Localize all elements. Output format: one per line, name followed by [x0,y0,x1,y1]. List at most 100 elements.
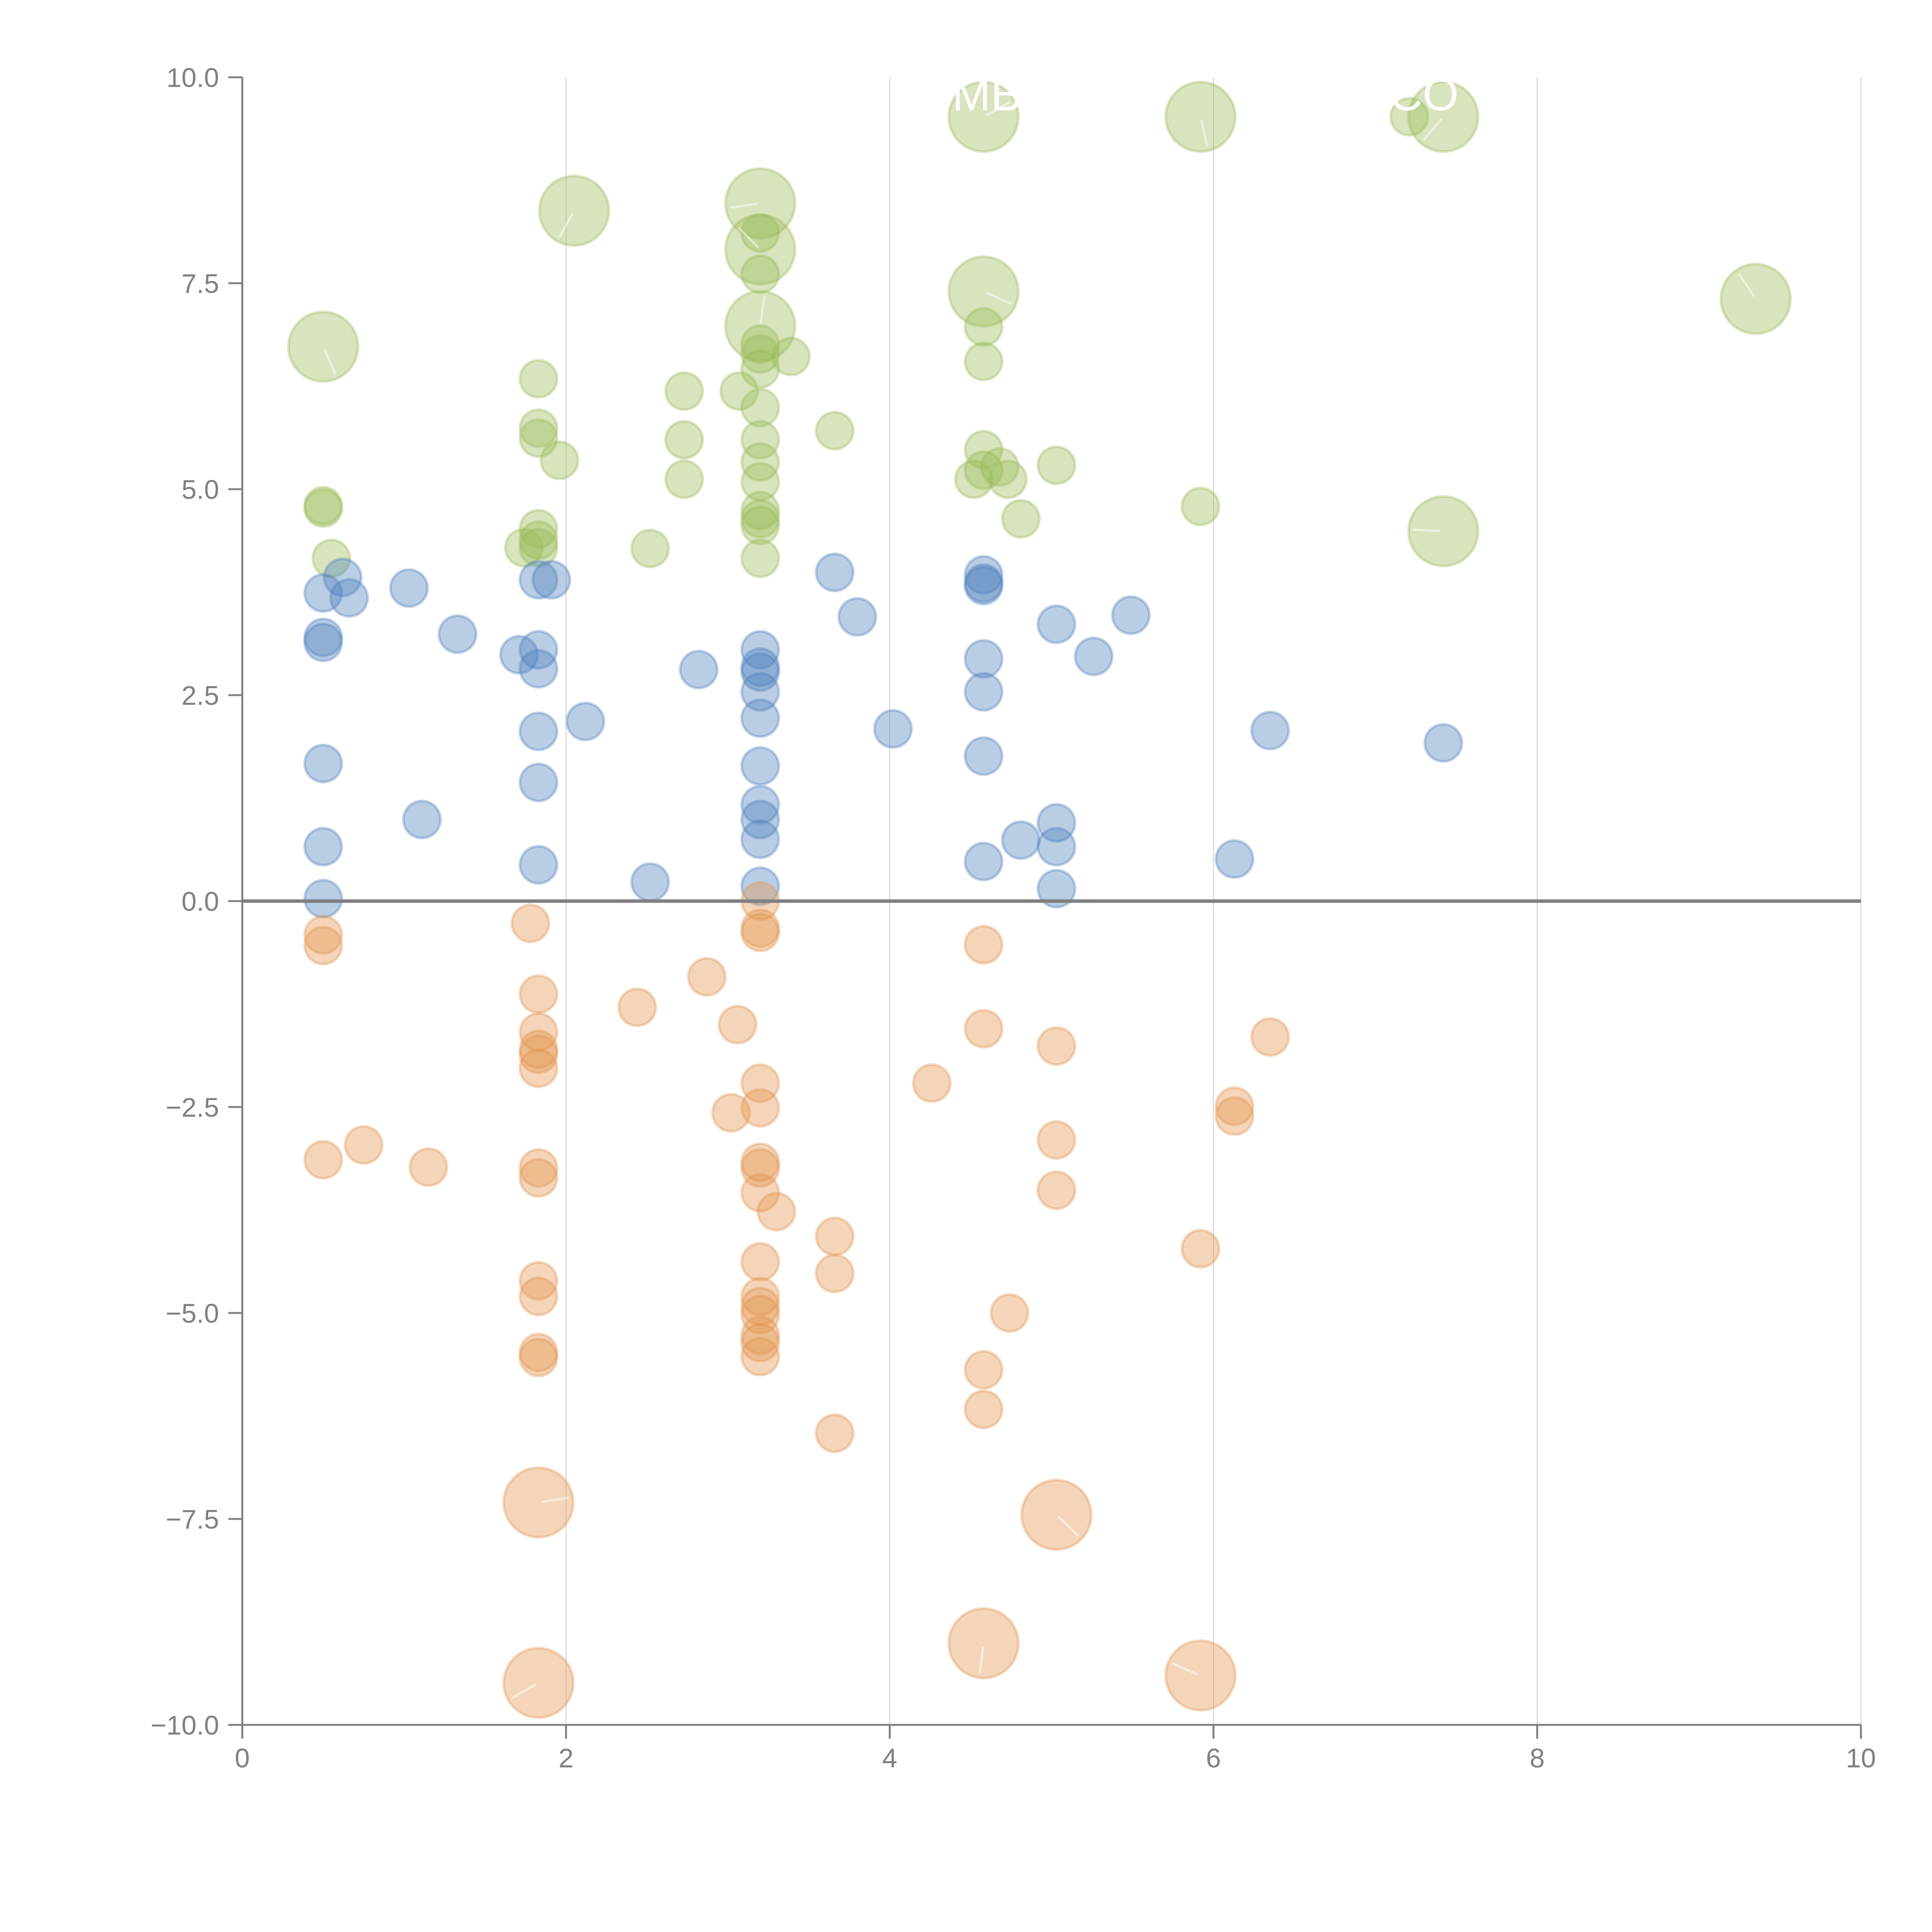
overlay-labels: MB CO [952,68,1459,120]
bubble-green [1389,97,1429,137]
y-tick-label: 2.5 [182,680,219,711]
bubble-blue [303,617,343,658]
bubble-orange [1180,1229,1221,1269]
bubble-green [664,459,704,499]
bubble-green [519,408,559,448]
bubble-green [1001,499,1041,539]
bubble-orange [964,1009,1004,1049]
bubble-green [964,430,1004,470]
bubble-orange [519,1261,559,1301]
bubble-blue [740,698,780,738]
bubble-highlight-mark [1412,528,1441,532]
bubble-green [771,337,811,377]
bubble-green [740,499,780,539]
bubble-orange [740,1242,780,1282]
bubble-blue [519,630,559,670]
bubble-orange [344,1125,384,1165]
bubble-orange [815,1413,855,1453]
bubble-orange [815,1253,855,1294]
bubble-blue [740,866,780,906]
bubble-green [724,290,796,362]
bubble-green [311,538,351,578]
bubble-green [539,440,580,480]
bubble-orange [815,1216,855,1257]
bubble-orange [740,908,780,948]
bubble-orange [519,974,559,1014]
bubble-blue [740,785,780,825]
bubble-green [519,520,559,560]
bubble-green [740,462,780,502]
bubble-orange [303,915,343,955]
bubble-green [964,307,1004,347]
bubble-blue [303,879,343,919]
bubble-blue [531,560,571,600]
bubble-green [303,488,343,528]
bubble-blue [565,701,605,742]
bubble-highlight-mark [1738,273,1755,297]
bubble-blue [519,845,559,885]
bubble-green [1164,80,1237,153]
axes [241,77,1861,1726]
y-tick-label: 10.0 [167,63,219,93]
bubble-orange [740,1294,780,1335]
bubble-orange [740,912,780,952]
bubble-green [1719,263,1792,335]
bubble-orange [303,1139,343,1180]
y-tick-label: 7.5 [182,269,219,299]
bubble-green [947,255,1020,328]
y-tick-label: −5.0 [166,1298,219,1328]
bubble-blue [437,614,478,654]
bubble-green [1180,486,1221,527]
bubble-blue [323,557,363,597]
overlay-label: MB [952,68,1022,120]
bubble-orange [617,987,657,1027]
bubble-green [740,442,780,482]
bubble-green [1407,495,1480,568]
bubble-green [740,349,780,389]
bubble-green [740,254,780,294]
series-blue [303,552,1463,919]
bubble-green [740,420,780,460]
bubble-blue [303,573,343,613]
bubble-highlight-mark [512,1684,536,1699]
bubble-orange [740,1063,780,1103]
bubble-blue [740,746,780,786]
series-green [287,80,1792,578]
y-tick-label: 5.0 [182,474,219,505]
bubble-blue [740,652,780,692]
bubble-blue [1073,636,1114,677]
bubble-blue [964,565,1004,605]
x-tick-label: 4 [882,1743,897,1773]
bubble-orange [964,925,1004,965]
bubble-blue [329,578,369,618]
bubble-highlight-mark [323,349,337,375]
series-orange [303,881,1290,1719]
bubble-blue [815,552,855,592]
bubble-highlight-mark [979,1646,985,1674]
bubble-blue [1036,803,1077,843]
bubble-blue [303,622,343,663]
bubble-green [954,459,994,499]
bubble-blue [303,827,343,867]
overlay-label: CO [1389,68,1459,120]
bubble-highlight-mark [1058,1516,1079,1537]
bubble-highlight-mark [759,296,766,323]
bubble-green [740,324,780,364]
bubble-green [504,527,544,568]
x-tick-label: 10 [1846,1743,1876,1773]
bubble-green [519,527,559,568]
bubble-green [740,490,780,531]
bubble-blue [519,711,559,752]
bubble-blue [740,799,780,840]
bubble-blue [1423,723,1463,763]
bubble-orange [718,1005,758,1045]
bubble-blue [499,635,539,675]
bubble-blue [1036,869,1077,909]
bubble-orange [519,1337,559,1378]
bubble-orange [756,1192,796,1232]
bubble-blue [303,743,343,784]
bubble-orange [740,1337,780,1377]
bubble-highlight-mark [730,202,758,209]
bubble-green [980,447,1020,487]
bubble-orange [519,1158,559,1198]
